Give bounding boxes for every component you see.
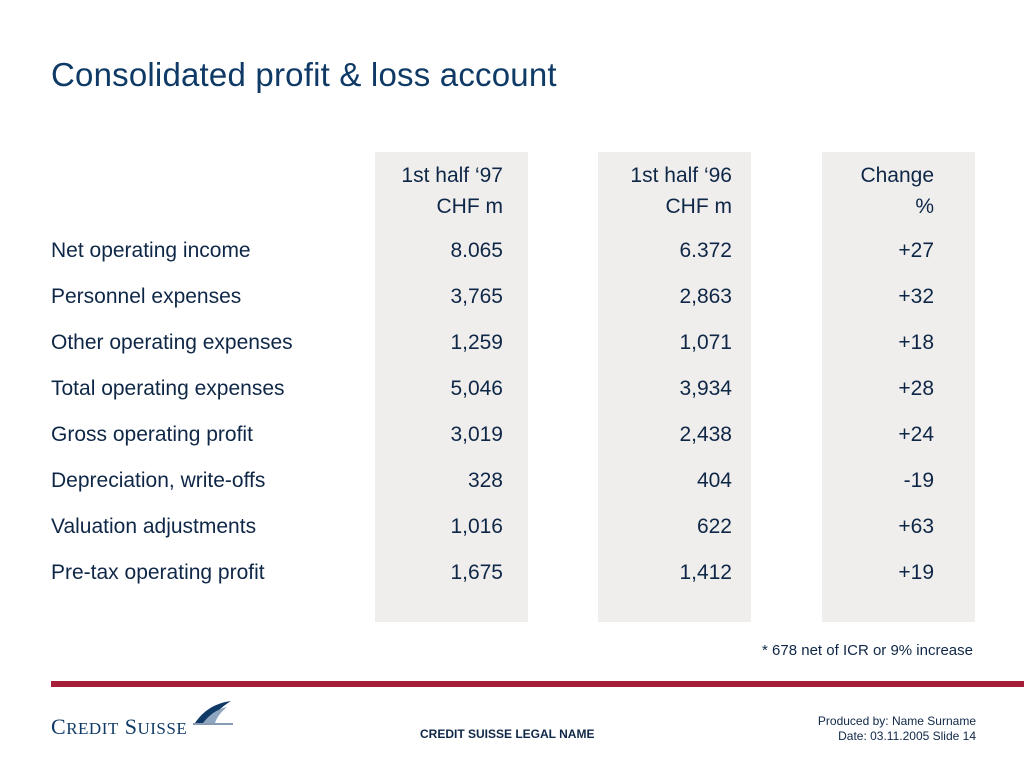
table-row: Personnel expenses 3,765 2,863 +32 <box>0 282 1024 312</box>
legal-name: CREDIT SUISSE LEGAL NAME <box>420 727 595 741</box>
header-change-unit: % <box>915 195 934 218</box>
value-1st-half-96: 6.372 <box>679 239 732 262</box>
value-change: +63 <box>898 515 934 538</box>
header-change-label: Change <box>860 164 934 187</box>
table-row: Pre-tax operating profit 1,675 1,412 +19 <box>0 558 1024 588</box>
footer-divider <box>51 681 1024 687</box>
table-row: Net operating income 8.065 6.372 +27 <box>0 236 1024 266</box>
value-1st-half-97: 1,016 <box>450 515 503 538</box>
logo-s-rest: UISSE <box>137 719 188 738</box>
value-change: +19 <box>898 561 934 584</box>
header-1st-half-96-period: 1st half ‘96 <box>630 164 732 187</box>
header-1st-half-96-unit: CHF m <box>665 195 733 218</box>
row-label: Other operating expenses <box>51 331 293 354</box>
header-1st-half-96: 1st half ‘96 CHF m <box>630 160 732 222</box>
date-slide: Date: 03.11.2005 Slide 14 <box>838 729 976 743</box>
value-1st-half-97: 3,019 <box>450 423 503 446</box>
value-1st-half-97: 1,259 <box>450 331 503 354</box>
value-1st-half-97: 1,675 <box>450 561 503 584</box>
value-change: +24 <box>898 423 934 446</box>
sails-icon <box>193 701 233 725</box>
logo-s-initial: S <box>124 714 138 739</box>
table-row: Other operating expenses 1,259 1,071 +18 <box>0 328 1024 358</box>
row-label: Pre-tax operating profit <box>51 561 265 584</box>
value-change: +27 <box>898 239 934 262</box>
logo-c-rest: REDIT <box>66 719 119 738</box>
value-change: +18 <box>898 331 934 354</box>
column-background-change <box>822 152 975 622</box>
value-1st-half-96: 1,071 <box>679 331 732 354</box>
header-change: Change % <box>860 160 934 222</box>
table-row: Depreciation, write-offs 328 404 -19 <box>0 466 1024 496</box>
value-1st-half-96: 404 <box>696 469 732 492</box>
value-1st-half-97: 3,765 <box>450 285 503 308</box>
value-1st-half-96: 1,412 <box>679 561 732 584</box>
header-1st-half-97: 1st half ‘97 CHF m <box>401 160 503 222</box>
value-1st-half-97: 5,046 <box>450 377 503 400</box>
row-label: Net operating income <box>51 239 251 262</box>
value-change: -19 <box>903 469 934 492</box>
produced-by: Produced by: Name Surname <box>817 714 976 728</box>
table-row: Total operating expenses 5,046 3,934 +28 <box>0 374 1024 404</box>
value-1st-half-97: 8.065 <box>450 239 503 262</box>
credit-suisse-logo: CREDIT SUISSE <box>51 697 241 743</box>
value-change: +28 <box>898 377 934 400</box>
value-change: +32 <box>898 285 934 308</box>
header-1st-half-97-unit: CHF m <box>436 195 504 218</box>
value-1st-half-96: 2,438 <box>679 423 732 446</box>
value-1st-half-96: 3,934 <box>679 377 732 400</box>
header-1st-half-97-period: 1st half ‘97 <box>401 164 503 187</box>
table-row: Valuation adjustments 1,016 622 +63 <box>0 512 1024 542</box>
logo-wordmark: CREDIT SUISSE <box>51 714 187 740</box>
column-background-1st-half-97 <box>375 152 528 622</box>
value-1st-half-96: 2,863 <box>679 285 732 308</box>
value-1st-half-96: 622 <box>696 515 732 538</box>
table-row: Gross operating profit 3,019 2,438 +24 <box>0 420 1024 450</box>
footnote: * 678 net of ICR or 9% increase <box>762 642 973 659</box>
logo-c-initial: C <box>51 714 67 739</box>
column-background-1st-half-96 <box>598 152 751 622</box>
row-label: Depreciation, write-offs <box>51 469 266 492</box>
produced-info: Produced by: Name Surname Date: 03.11.20… <box>818 714 976 744</box>
value-1st-half-97: 328 <box>467 469 503 492</box>
row-label: Valuation adjustments <box>51 515 257 538</box>
row-label: Gross operating profit <box>51 423 253 446</box>
row-label: Total operating expenses <box>51 377 285 400</box>
slide-title: Consolidated profit & loss account <box>51 56 557 93</box>
row-label: Personnel expenses <box>51 285 242 308</box>
